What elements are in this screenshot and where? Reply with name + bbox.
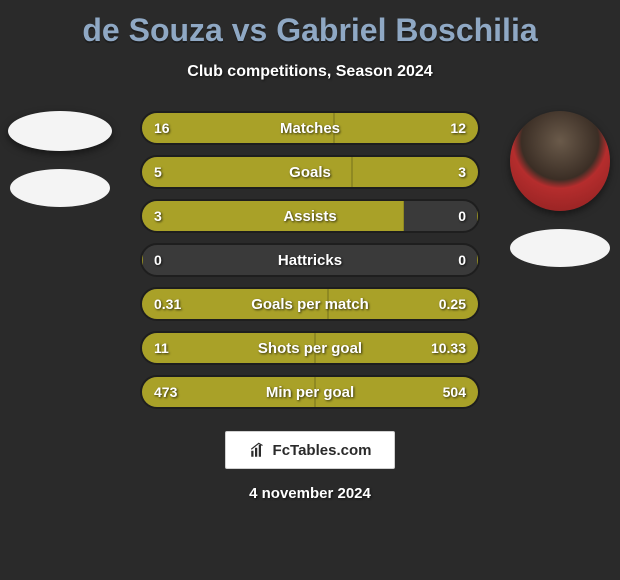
stat-fill-left xyxy=(142,201,404,231)
stat-row: 30Assists xyxy=(140,199,480,233)
stat-fill-right xyxy=(477,201,478,231)
comparison-content: 1612Matches53Goals30Assists00Hattricks0.… xyxy=(0,111,620,409)
chart-icon xyxy=(249,441,267,459)
subtitle: Club competitions, Season 2024 xyxy=(0,63,620,81)
stat-value-left: 0 xyxy=(154,245,162,275)
stat-fill-right xyxy=(315,377,478,407)
date-text: 4 november 2024 xyxy=(0,485,620,502)
stat-bars: 1612Matches53Goals30Assists00Hattricks0.… xyxy=(140,111,480,409)
stat-fill-left xyxy=(142,333,315,363)
footer-logo-text: FcTables.com xyxy=(273,442,372,459)
stat-fill-left xyxy=(142,289,328,319)
player-right-badge xyxy=(510,229,610,267)
stat-value-right: 0 xyxy=(458,201,466,231)
stat-fill-right xyxy=(352,157,478,187)
stat-fill-left xyxy=(142,377,315,407)
stat-row: 1110.33Shots per goal xyxy=(140,331,480,365)
player-right-avatar xyxy=(510,111,610,211)
player-left-avatar xyxy=(8,111,112,151)
stat-row: 473504Min per goal xyxy=(140,375,480,409)
stat-fill-left xyxy=(142,157,352,187)
stat-row: 0 0Hattricks xyxy=(140,243,480,277)
stat-fill-right xyxy=(334,113,478,143)
stat-value-right: 0 xyxy=(458,245,466,275)
stat-row: 53Goals xyxy=(140,155,480,189)
player-left-badge xyxy=(10,169,110,207)
stat-fill-left xyxy=(142,113,334,143)
player-left-column xyxy=(0,111,120,207)
stat-label: Hattricks xyxy=(142,245,478,275)
page-title: de Souza vs Gabriel Boschilia xyxy=(0,0,620,49)
player-right-column xyxy=(500,111,620,267)
stat-fill-left xyxy=(142,245,143,275)
stat-fill-right xyxy=(315,333,478,363)
stat-row: 1612Matches xyxy=(140,111,480,145)
stat-row: 0.310.25Goals per match xyxy=(140,287,480,321)
stat-fill-right xyxy=(328,289,478,319)
stat-fill-right xyxy=(477,245,478,275)
footer-logo[interactable]: FcTables.com xyxy=(225,431,395,469)
